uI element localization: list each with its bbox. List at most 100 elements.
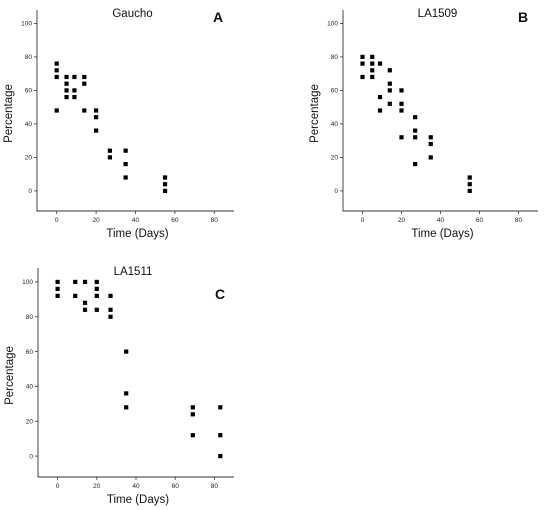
data-point: [467, 182, 472, 187]
data-point: [387, 88, 392, 93]
data-point: [55, 279, 60, 285]
data-point: [399, 101, 404, 106]
data-point: [162, 182, 168, 187]
data-point: [387, 81, 392, 86]
y-axis-label: Percentage: [3, 84, 15, 143]
data-point: [107, 148, 112, 153]
data-point: [360, 61, 365, 66]
data-point: [54, 61, 59, 66]
panel-letter: C: [215, 286, 225, 302]
data-point: [377, 95, 383, 100]
y-tick-label: 20: [26, 419, 34, 426]
data-point: [399, 135, 404, 140]
data-point: [108, 293, 113, 298]
data-point: [360, 54, 365, 59]
data-point: [377, 108, 383, 113]
data-point: [413, 115, 418, 120]
y-tick-label: 100: [22, 279, 33, 286]
data-point: [82, 279, 88, 285]
y-tick-label: 60: [25, 88, 33, 95]
data-point: [82, 108, 87, 113]
x-tick-label: 0: [55, 217, 59, 224]
data-point: [54, 68, 59, 73]
data-point: [370, 68, 375, 73]
x-tick-label: 80: [211, 483, 219, 490]
data-point: [94, 293, 99, 298]
chart-panel-a: 0 20 40 60 80 100 0 20 40 60 80 Time (Days) Percenta…: [3, 8, 234, 240]
data-point: [124, 405, 129, 410]
data-point: [124, 349, 129, 354]
data-point: [64, 74, 69, 80]
data-point: [94, 115, 99, 120]
data-point: [162, 175, 168, 180]
data-point: [94, 307, 99, 312]
data-point: [123, 148, 128, 153]
data-point: [218, 454, 223, 459]
axis-lines: [37, 268, 234, 478]
chart-title: LA1511: [114, 266, 153, 278]
data-point: [123, 162, 128, 167]
data-point: [467, 188, 472, 193]
y-tick-label: 20: [331, 155, 339, 162]
data-point: [94, 128, 99, 133]
chart-panel-b: 0 20 40 60 80 100 0 20 40 60 80 Time (Days) Percenta…: [309, 8, 538, 240]
x-tick-label: 0: [56, 483, 60, 490]
data-point: [387, 68, 392, 73]
data-point: [190, 412, 195, 417]
data-point: [107, 155, 112, 160]
data-point: [72, 88, 77, 93]
y-tick-label: 40: [25, 121, 33, 128]
x-tick-label: 60: [171, 217, 179, 224]
y-axis-label: Percentage: [309, 84, 321, 143]
data-point: [72, 95, 77, 100]
data-point: [108, 314, 113, 319]
x-axis-label: Time (Days): [107, 494, 169, 506]
data-point: [377, 61, 383, 66]
data-point: [399, 88, 404, 93]
chart-panel-c: 0 20 40 60 80 100 0 20 40 60 80 Time (Days) Percenta…: [4, 266, 234, 506]
data-point: [413, 162, 418, 167]
data-point: [64, 95, 69, 100]
data-point: [82, 307, 88, 312]
y-tick-label: 40: [331, 121, 339, 128]
data-point: [370, 61, 375, 66]
data-point: [467, 175, 472, 180]
x-tick-label: 20: [398, 217, 406, 224]
y-tick-label: 80: [25, 54, 33, 61]
data-point: [55, 286, 60, 291]
x-tick-label: 60: [476, 217, 484, 224]
y-tick-label: 80: [331, 54, 339, 61]
axis-lines: [36, 10, 234, 212]
axis-lines: [342, 10, 538, 212]
x-tick-label: 80: [211, 217, 219, 224]
x-tick-label: 20: [92, 217, 100, 224]
data-point: [360, 74, 365, 80]
data-point: [72, 74, 77, 80]
x-tick-label: 40: [132, 217, 140, 224]
x-axis-label: Time (Days): [411, 228, 473, 240]
data-point: [123, 175, 128, 180]
x-tick-label: 60: [172, 483, 180, 490]
data-point: [94, 279, 99, 285]
y-tick-label: 100: [327, 21, 338, 28]
data-point: [94, 286, 99, 291]
data-point: [94, 108, 99, 113]
x-tick-label: 40: [132, 483, 140, 490]
data-point: [82, 81, 87, 86]
data-point: [190, 405, 195, 410]
x-tick-label: 20: [93, 483, 101, 490]
x-tick-label: 80: [515, 217, 523, 224]
data-point: [82, 74, 87, 80]
data-point: [370, 54, 375, 59]
data-point: [124, 391, 129, 396]
data-point: [387, 101, 392, 106]
data-point: [64, 88, 69, 93]
data-point: [428, 135, 433, 140]
data-point: [218, 433, 223, 438]
y-axis-label: Percentage: [4, 346, 16, 405]
x-tick-label: 40: [437, 217, 445, 224]
data-point: [73, 279, 78, 285]
data-point: [64, 81, 69, 86]
y-tick-label: 40: [26, 384, 34, 391]
